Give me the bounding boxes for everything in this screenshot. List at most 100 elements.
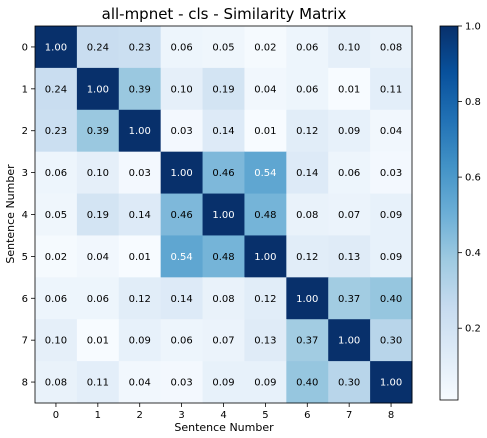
heatmap-cell-label-4-8: 0.09 bbox=[380, 210, 402, 221]
heatmap-cell-label-8-6: 0.40 bbox=[296, 378, 318, 389]
heatmap-cell-0-8 bbox=[370, 26, 413, 69]
heatmap-cell-1-3 bbox=[160, 67, 204, 111]
heatmap-cell-label-3-5: 0.54 bbox=[254, 168, 276, 179]
heatmap-cell-4-7 bbox=[328, 193, 371, 236]
heatmap-cell-5-3 bbox=[160, 235, 204, 278]
heatmap-cell-label-3-7: 0.06 bbox=[338, 168, 360, 179]
heatmap-cell-label-8-0: 0.08 bbox=[45, 378, 67, 389]
heatmap-grid: 1.00 0.24 0.23 0.06 0.05 0.02 0.06 0.10 0.08 0.24… bbox=[34, 25, 413, 404]
heatmap-cell-0-6 bbox=[286, 26, 329, 69]
heatmap-cell-label-7-2: 0.09 bbox=[129, 336, 151, 347]
colorbar-gradient bbox=[439, 25, 459, 401]
heatmap-cell-4-6 bbox=[286, 193, 329, 236]
heatmap-cell-1-5 bbox=[244, 67, 287, 111]
heatmap-cell-label-0-8: 0.08 bbox=[380, 42, 402, 53]
heatmap-cell-3-7 bbox=[328, 151, 371, 195]
heatmap-cell-3-3 bbox=[160, 151, 204, 195]
heatmap-cell-0-5 bbox=[244, 26, 287, 69]
heatmap-cell-label-7-5: 0.13 bbox=[254, 336, 276, 347]
heatmap-cell-label-1-8: 0.11 bbox=[380, 84, 402, 95]
heatmap-cell-1-1 bbox=[76, 67, 120, 111]
heatmap-cell-8-2 bbox=[118, 361, 162, 404]
colorbar-tick-label-1: 0.4 bbox=[465, 248, 481, 259]
heatmap-cell-4-1 bbox=[76, 193, 120, 236]
heatmap-cell-label-0-4: 0.05 bbox=[212, 42, 234, 53]
heatmap-cell-3-0 bbox=[35, 151, 78, 195]
heatmap-cell-7-0 bbox=[35, 319, 78, 362]
heatmap-cell-label-4-5: 0.48 bbox=[254, 210, 276, 221]
colorbar-tick-label-0: 0.2 bbox=[465, 324, 481, 335]
heatmap-cell-label-5-8: 0.09 bbox=[380, 252, 402, 263]
heatmap-cell-label-5-1: 0.04 bbox=[87, 252, 109, 263]
heatmap-cell-label-7-7: 1.00 bbox=[338, 336, 360, 347]
heatmap-cell-0-0 bbox=[35, 26, 78, 69]
heatmap-cell-label-7-1: 0.01 bbox=[87, 336, 109, 347]
heatmap-cell-5-6 bbox=[286, 235, 329, 278]
heatmap-cell-4-8 bbox=[370, 193, 413, 236]
heatmap-cell-label-0-7: 0.10 bbox=[338, 42, 360, 53]
heatmap-cell-label-2-8: 0.04 bbox=[380, 126, 402, 137]
heatmap-cell-label-5-3: 0.54 bbox=[170, 252, 192, 263]
heatmap-cell-label-0-6: 0.06 bbox=[296, 42, 318, 53]
heatmap-cell-1-8 bbox=[370, 67, 413, 111]
heatmap-cell-label-1-1: 1.00 bbox=[87, 84, 109, 95]
colorbar: 0.2 0.4 0.6 0.8 1.0 bbox=[439, 22, 481, 401]
heatmap-cell-6-6 bbox=[286, 277, 329, 320]
heatmap-cell-label-1-4: 0.19 bbox=[212, 84, 234, 95]
y-tick-label-3: 3 bbox=[22, 168, 28, 179]
heatmap-cell-3-8 bbox=[370, 151, 413, 195]
heatmap-cell-1-0 bbox=[35, 67, 78, 111]
heatmap-cell-label-4-1: 0.19 bbox=[87, 210, 109, 221]
heatmap-cell-2-3 bbox=[160, 109, 204, 153]
x-tick-label-5: 5 bbox=[262, 410, 268, 421]
heatmap-cell-5-0 bbox=[35, 235, 78, 278]
heatmap-cell-label-4-7: 0.07 bbox=[338, 210, 360, 221]
x-tick-label-1: 1 bbox=[95, 410, 101, 421]
colorbar-tick-label-4: 1.0 bbox=[465, 22, 481, 33]
heatmap-cell-6-7 bbox=[328, 277, 371, 320]
colorbar-tick-label-3: 0.8 bbox=[465, 97, 481, 108]
y-axis-label: Sentence Number bbox=[4, 164, 17, 264]
heatmap-cell-4-0 bbox=[35, 193, 78, 236]
heatmap-cell-label-4-3: 0.46 bbox=[170, 210, 192, 221]
heatmap-cell-1-7 bbox=[328, 67, 371, 111]
heatmap-cell-5-2 bbox=[118, 235, 162, 278]
heatmap-cell-label-5-5: 1.00 bbox=[254, 252, 276, 263]
heatmap-cell-2-8 bbox=[370, 109, 413, 153]
heatmap-cell-label-6-6: 1.00 bbox=[296, 294, 318, 305]
heatmap-cell-8-6 bbox=[286, 361, 329, 404]
x-tick-label-8: 8 bbox=[388, 410, 394, 421]
y-tick-label-2: 2 bbox=[22, 126, 28, 137]
heatmap-cell-0-7 bbox=[328, 26, 371, 69]
x-tick-label-7: 7 bbox=[346, 410, 352, 421]
heatmap-cell-label-3-4: 0.46 bbox=[212, 168, 234, 179]
heatmap-cell-label-0-5: 0.02 bbox=[254, 42, 276, 53]
x-axis-label: Sentence Number bbox=[174, 421, 274, 434]
heatmap-cell-8-0 bbox=[35, 361, 78, 404]
heatmap-cell-7-7 bbox=[328, 319, 371, 362]
heatmap-cell-5-5 bbox=[244, 235, 287, 278]
heatmap-cell-6-1 bbox=[76, 277, 120, 320]
heatmap-cell-6-0 bbox=[35, 277, 78, 320]
heatmap-cell-7-8 bbox=[370, 319, 413, 362]
heatmap-cell-label-8-8: 1.00 bbox=[380, 378, 402, 389]
heatmap-cell-0-1 bbox=[76, 26, 120, 69]
heatmap-cell-label-2-0: 0.23 bbox=[45, 126, 67, 137]
heatmap-cell-0-3 bbox=[160, 26, 204, 69]
heatmap-cell-6-5 bbox=[244, 277, 287, 320]
heatmap-cell-label-3-0: 0.06 bbox=[45, 168, 67, 179]
heatmap-cell-2-5 bbox=[244, 109, 287, 153]
heatmap-cell-label-5-6: 0.12 bbox=[296, 252, 318, 263]
heatmap-cell-label-2-2: 1.00 bbox=[129, 126, 151, 137]
heatmap-cell-label-1-0: 0.24 bbox=[45, 84, 67, 95]
heatmap-cell-label-2-5: 0.01 bbox=[254, 126, 276, 137]
heatmap-cell-2-1 bbox=[76, 109, 120, 153]
heatmap-cell-4-2 bbox=[118, 193, 162, 236]
heatmap-cell-7-4 bbox=[202, 319, 245, 362]
heatmap-cell-label-0-3: 0.06 bbox=[170, 42, 192, 53]
heatmap-cell-label-2-4: 0.14 bbox=[212, 126, 234, 137]
heatmap-cell-label-6-3: 0.14 bbox=[170, 294, 192, 305]
heatmap-cell-label-2-7: 0.09 bbox=[338, 126, 360, 137]
heatmap-cell-5-7 bbox=[328, 235, 371, 278]
